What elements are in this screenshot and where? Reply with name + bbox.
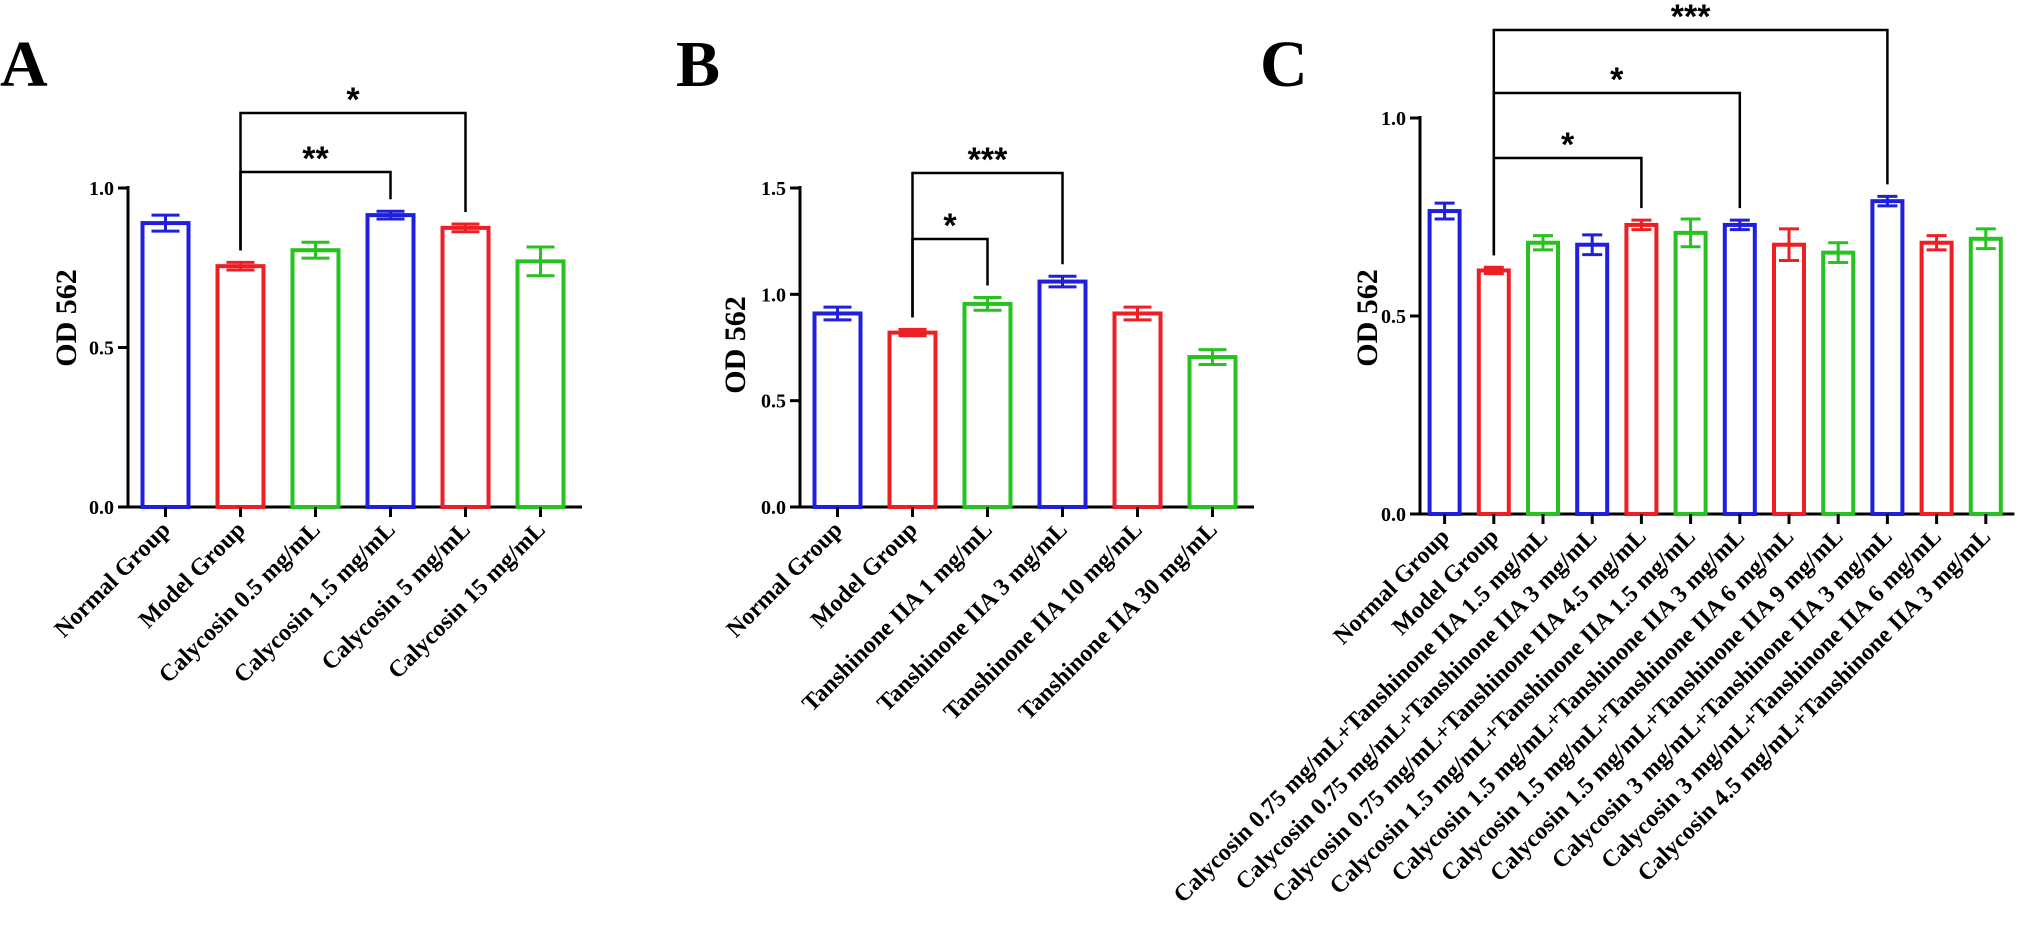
panel-letter-c: C xyxy=(1260,28,1308,101)
significance-label: * xyxy=(1610,61,1624,99)
significance-label: * xyxy=(943,207,957,245)
bar xyxy=(440,225,491,509)
bar xyxy=(140,221,191,509)
y-tick-label: 0.5 xyxy=(1381,306,1406,328)
bar xyxy=(215,264,266,509)
significance-bracket xyxy=(911,171,1064,318)
panel-letter-b: B xyxy=(676,28,720,101)
bar xyxy=(290,248,341,510)
bar xyxy=(1575,242,1610,516)
significance-label: ** xyxy=(302,140,329,178)
bar xyxy=(1919,240,1954,517)
y-tick-label: 1.5 xyxy=(761,178,786,200)
bar xyxy=(1526,240,1560,517)
y-tick-label: 0.0 xyxy=(761,497,786,519)
bar xyxy=(1968,236,2003,516)
bar xyxy=(365,213,416,510)
y-tick-label: 1.0 xyxy=(89,178,114,200)
bar xyxy=(515,259,566,509)
bar xyxy=(1112,311,1163,509)
bar xyxy=(962,301,1013,509)
y-tick-label: 0.5 xyxy=(761,391,786,413)
bar xyxy=(1187,355,1238,509)
y-tick-label: 1.0 xyxy=(1381,108,1406,130)
significance-label: *** xyxy=(1671,0,1711,36)
y-axis-title-b: OD 562 xyxy=(719,296,752,394)
bar xyxy=(887,330,938,510)
bar xyxy=(1722,222,1757,516)
bar xyxy=(1673,230,1708,516)
significance-label: * xyxy=(1561,126,1575,164)
bar xyxy=(1624,222,1659,516)
bar xyxy=(1821,250,1856,516)
panel-letter-a: A xyxy=(0,28,48,101)
y-axis-title-c: OD 562 xyxy=(1351,269,1384,367)
significance-label: * xyxy=(346,81,360,119)
y-axis-title-a: OD 562 xyxy=(50,269,83,367)
bar xyxy=(1476,268,1511,516)
significance-bracket xyxy=(1492,28,1889,256)
y-tick-label: 1.0 xyxy=(761,284,786,306)
significance-bracket xyxy=(1492,156,1643,256)
bar xyxy=(1427,209,1462,516)
bar xyxy=(1037,279,1088,509)
bar xyxy=(812,311,863,509)
y-tick-label: 0.0 xyxy=(89,497,114,519)
significance-bracket xyxy=(239,111,467,251)
y-tick-label: 0.0 xyxy=(1381,504,1406,526)
bar xyxy=(1772,242,1806,516)
y-tick-label: 0.5 xyxy=(89,338,114,360)
bar xyxy=(1870,199,1905,516)
significance-label: *** xyxy=(968,141,1008,179)
